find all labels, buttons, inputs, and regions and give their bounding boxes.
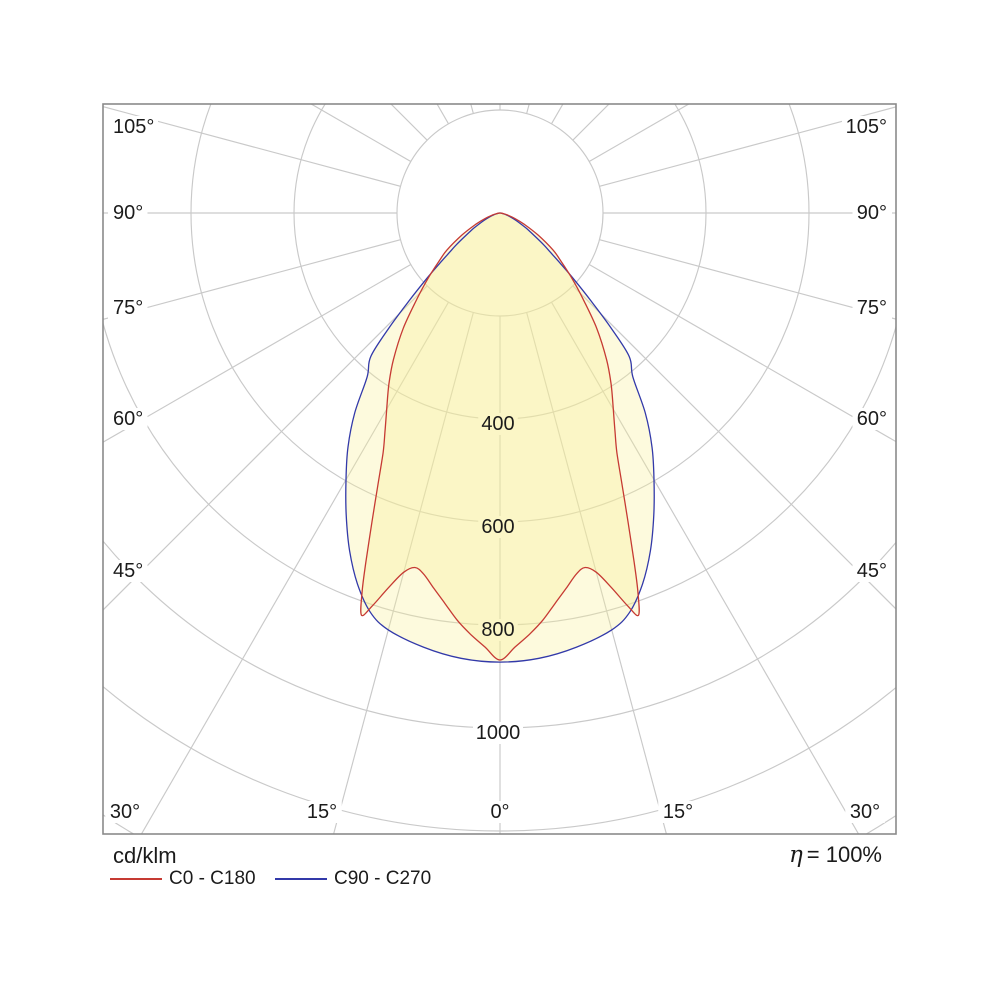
label-mask	[108, 408, 148, 430]
gamma-label-bottom-4: 30°	[850, 801, 880, 823]
legend-line-c0-c180	[110, 878, 162, 880]
efficiency-value: = 100%	[806, 842, 882, 867]
legend-label-c90-c270: C90 - C270	[334, 868, 432, 889]
c90-c270-curve	[345, 212, 655, 663]
label-mask	[478, 516, 518, 538]
label-mask	[845, 801, 885, 823]
intensity-label-400: 400	[481, 413, 514, 435]
gamma-label-left-75°: 75°	[113, 297, 143, 319]
label-mask	[658, 801, 698, 823]
grid-spoke-300	[103, 264, 412, 443]
label-mask	[852, 560, 892, 582]
intensity-label-800: 800	[481, 619, 514, 641]
label-mask	[842, 116, 892, 138]
gamma-label-bottom-0: 30°	[110, 801, 140, 823]
label-mask	[108, 116, 158, 138]
c0-c180-fill	[360, 213, 640, 660]
label-mask	[473, 722, 523, 744]
intensity-label-1000: 1000	[476, 722, 521, 744]
gamma-label-right-75°: 75°	[857, 297, 887, 319]
grid-spoke-30	[551, 301, 860, 834]
efficiency-label: η = 100%	[789, 842, 882, 868]
grid-spoke-330	[140, 301, 449, 834]
label-mask	[852, 297, 892, 319]
grid-spoke-345	[333, 312, 474, 834]
gamma-label-bottom-3: 15°	[663, 801, 693, 823]
legend-line-c90-c270	[275, 878, 327, 880]
gamma-label-left-105°: 105°	[113, 116, 154, 138]
label-mask	[478, 413, 518, 435]
gamma-label-left-90°: 90°	[113, 202, 143, 224]
label-mask	[852, 202, 892, 224]
gamma-label-right-60°: 60°	[857, 408, 887, 430]
label-mask	[852, 408, 892, 430]
eta-symbol: η	[788, 842, 803, 868]
label-mask	[478, 619, 518, 641]
gamma-label-bottom-2: 0°	[490, 801, 509, 823]
c90-c270-fill	[345, 213, 655, 663]
legend-label-c0-c180: C0 - C180	[169, 868, 256, 889]
grid-spoke-45	[572, 285, 896, 610]
grid-spoke-255	[103, 106, 401, 187]
label-mask	[302, 801, 342, 823]
grid-spoke-285	[103, 239, 401, 320]
grid-spoke-75	[599, 239, 896, 320]
gamma-label-right-45°: 45°	[857, 560, 887, 582]
grid-spoke-60	[588, 264, 896, 443]
intensity-label-600: 600	[481, 516, 514, 538]
plot-border	[102, 103, 897, 835]
grid-spoke-315	[103, 285, 428, 611]
c0-c180-curve	[360, 212, 640, 661]
label-mask	[108, 202, 148, 224]
unit-label: cd/klm	[113, 843, 177, 868]
label-mask	[108, 297, 148, 319]
grid-spoke-105	[599, 106, 896, 187]
grid-spoke-15	[526, 312, 667, 834]
legend-item-c90-c270: C90 - C270	[275, 868, 431, 890]
gamma-label-right-90°: 90°	[857, 202, 887, 224]
gamma-label-left-60°: 60°	[113, 408, 143, 430]
gamma-label-left-45°: 45°	[113, 560, 143, 582]
legend-item-c0-c180: C0 - C180	[110, 868, 256, 890]
label-mask	[485, 801, 515, 823]
gamma-label-right-105°: 105°	[846, 116, 887, 138]
gamma-label-bottom-1: 15°	[307, 801, 337, 823]
label-mask	[108, 560, 148, 582]
label-mask	[105, 801, 145, 823]
